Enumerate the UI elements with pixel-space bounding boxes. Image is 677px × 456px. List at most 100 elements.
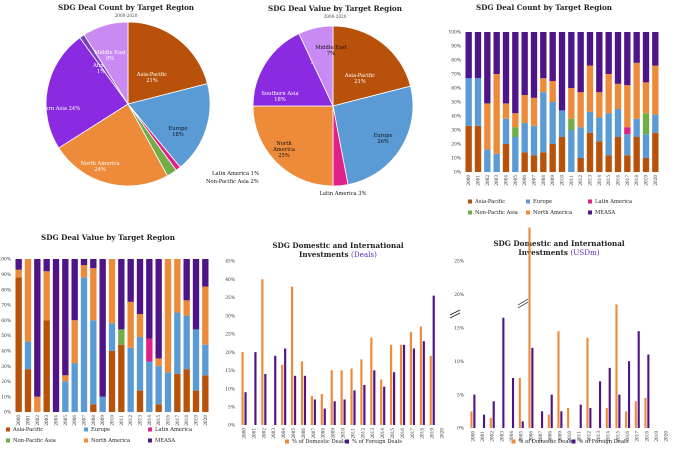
pie-label-line: Non-Pacific Asia 2% bbox=[206, 179, 259, 185]
bar-segment bbox=[605, 155, 612, 172]
bar bbox=[320, 394, 323, 425]
y-tick-label: 90% bbox=[1, 273, 11, 278]
bar-segment bbox=[15, 269, 22, 278]
bar-segment bbox=[596, 32, 603, 93]
bar-segment bbox=[465, 32, 472, 79]
pie-label-line: Africa bbox=[92, 63, 109, 69]
bar-segment bbox=[202, 286, 209, 345]
legend-label: % of Foreign Deals bbox=[352, 439, 402, 445]
bar-segment bbox=[136, 390, 144, 412]
bar-segment bbox=[183, 259, 190, 301]
chart-subtitle: 2000-2020 bbox=[115, 13, 138, 18]
bar-segment bbox=[586, 65, 594, 112]
bar-segment bbox=[484, 32, 491, 104]
chart-title: SDG Deal Value by Target Region bbox=[268, 4, 403, 13]
stack-value-group: SDG Deal Value by Target Region 0% 10% 20% 3… bbox=[0, 233, 209, 444]
bar-segment bbox=[62, 259, 69, 376]
bar bbox=[300, 361, 304, 425]
pie-label-line: 1% bbox=[97, 69, 105, 75]
x-tick-label: 2014 bbox=[147, 415, 152, 426]
bar bbox=[373, 370, 376, 425]
bar bbox=[363, 384, 366, 425]
bar-segment bbox=[484, 103, 491, 150]
legend-label: Latin America bbox=[155, 427, 192, 433]
pie-count-group: SDG Deal Count by Target Region2000-2020… bbox=[30, 3, 259, 187]
bar-segment bbox=[502, 103, 510, 119]
legend-swatch bbox=[84, 438, 88, 443]
bar bbox=[370, 337, 373, 425]
bar-segment bbox=[540, 152, 547, 172]
x-tick-label: 2017 bbox=[175, 415, 180, 426]
pie-label: North America 25% bbox=[272, 141, 295, 159]
bar-segment bbox=[624, 155, 631, 172]
legend-label: Asia-Pacific bbox=[12, 427, 43, 433]
bar-segment bbox=[136, 314, 144, 338]
bar bbox=[380, 379, 383, 425]
bar bbox=[547, 414, 550, 428]
bar-segment bbox=[633, 137, 640, 172]
bar-segment bbox=[90, 320, 97, 405]
x-tick-label: 2009 bbox=[557, 431, 562, 442]
bar bbox=[310, 395, 313, 425]
bar-segment bbox=[568, 32, 575, 88]
bar-segment bbox=[624, 85, 631, 128]
y-tick-label: 0% bbox=[457, 427, 464, 432]
bar bbox=[383, 386, 386, 425]
bar-segment bbox=[596, 92, 603, 118]
y-tick-label: 100% bbox=[448, 31, 461, 36]
bar-segment bbox=[118, 329, 125, 345]
grouped-usd-group: SDG Domestic and InternationalInvestment… bbox=[449, 227, 669, 445]
y-tick-label: 40% bbox=[225, 278, 235, 283]
bar-segment bbox=[465, 125, 472, 172]
bar-segment bbox=[642, 158, 650, 172]
legend-swatch bbox=[148, 427, 152, 432]
legend-label: % of Foreign Deals bbox=[579, 439, 629, 445]
chart-title-line2: Investments (USDm) bbox=[518, 248, 599, 257]
legend-swatch bbox=[588, 210, 592, 215]
bar bbox=[432, 295, 435, 425]
bar-segment bbox=[15, 277, 22, 412]
x-tick-label: 2003 bbox=[499, 431, 504, 442]
x-tick-label: 2015 bbox=[615, 431, 620, 442]
bar-segment bbox=[642, 82, 650, 114]
bar-segment bbox=[90, 259, 97, 269]
bar-segment bbox=[474, 78, 482, 126]
bar-segment bbox=[155, 358, 162, 367]
legend-label: MEASA bbox=[595, 210, 615, 216]
bar-segment bbox=[577, 158, 584, 172]
chart-title: SDG Deal Count by Target Region bbox=[58, 3, 195, 12]
bar bbox=[644, 397, 647, 428]
bar-segment bbox=[568, 88, 575, 119]
pie-label-line: 18% bbox=[274, 97, 286, 103]
bar-segment bbox=[43, 271, 50, 321]
bar bbox=[567, 407, 570, 428]
bar-segment bbox=[577, 92, 584, 128]
x-tick-label: 2010 bbox=[110, 415, 115, 426]
y-tick-label: 70% bbox=[451, 73, 461, 78]
bar-segment bbox=[633, 118, 640, 137]
bar bbox=[482, 414, 486, 428]
legend-label: Non-Pacific Asia bbox=[13, 438, 56, 444]
legend-label: Europe bbox=[533, 199, 552, 205]
y-tick-label: 100% bbox=[0, 258, 11, 263]
legend-swatch bbox=[6, 427, 10, 432]
bar-segment bbox=[568, 118, 575, 130]
bar-segment bbox=[530, 155, 538, 172]
bar-segment bbox=[577, 127, 584, 158]
x-tick-label: 2019 bbox=[430, 428, 435, 439]
y-tick-label: 25% bbox=[454, 260, 464, 265]
y-tick-label: 20% bbox=[454, 293, 464, 298]
x-tick-label: 2014 bbox=[606, 431, 611, 442]
pie-slice-middle-east bbox=[298, 25, 334, 107]
pie-label-line: 7% bbox=[327, 51, 335, 57]
bar-segment bbox=[108, 350, 116, 412]
x-tick-label: 2013 bbox=[138, 415, 143, 426]
legend-swatch bbox=[285, 439, 289, 444]
bar bbox=[550, 394, 553, 428]
bar bbox=[264, 373, 267, 425]
bar-segment bbox=[80, 265, 88, 278]
axis-break-mark bbox=[517, 301, 529, 309]
bar-segment bbox=[512, 127, 519, 137]
bar-segment bbox=[493, 74, 500, 154]
